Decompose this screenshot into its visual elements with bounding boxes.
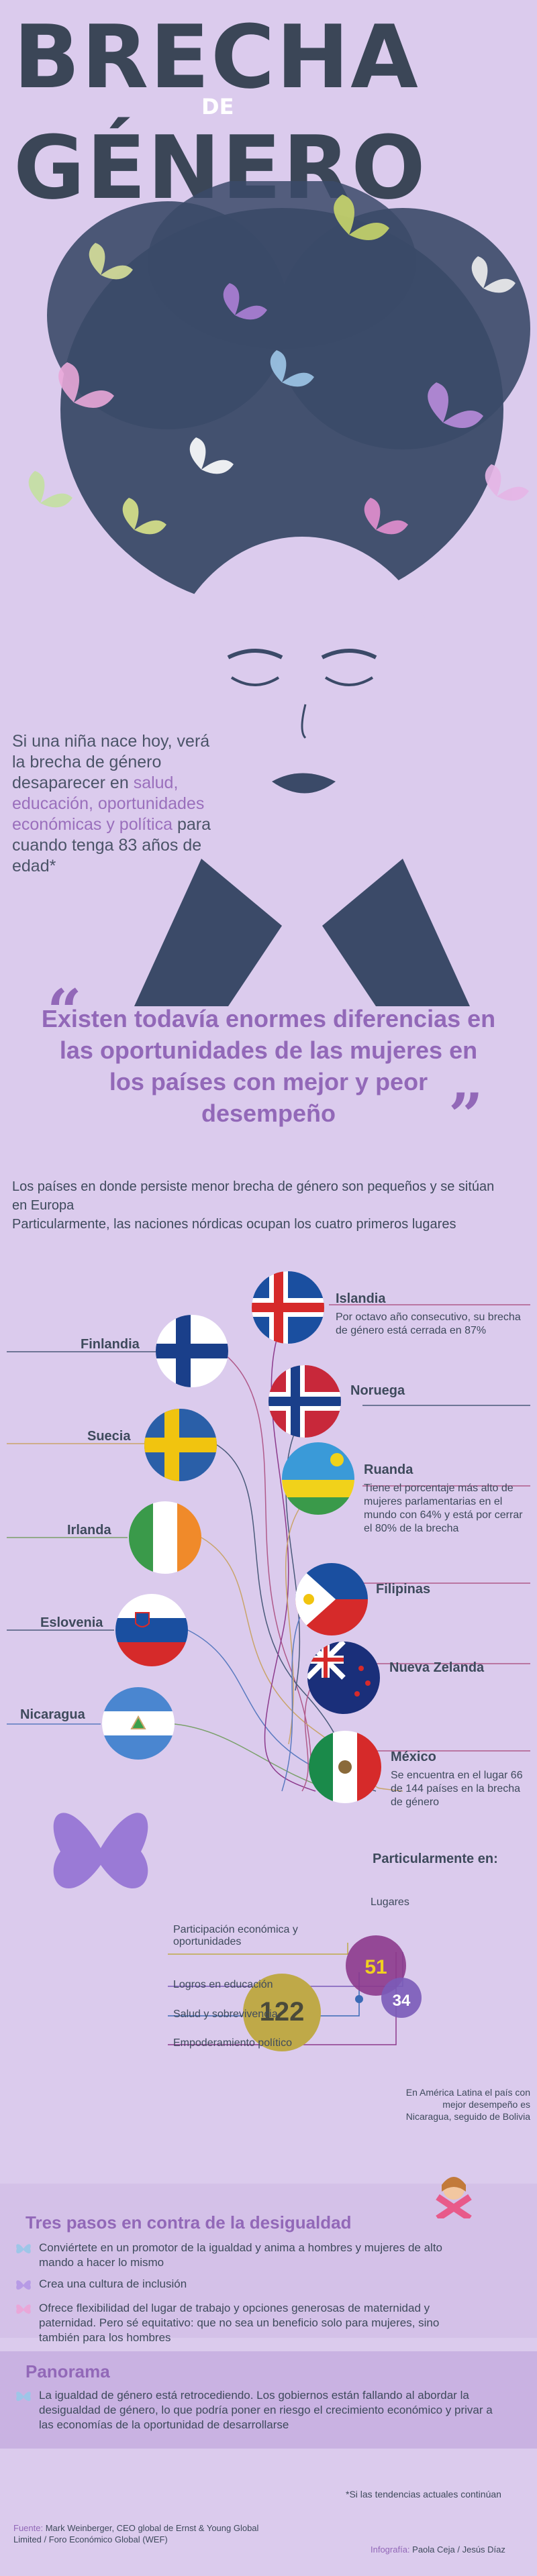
value-economic: 122 [260,1997,305,2027]
circle-education [381,1978,422,2018]
lugares-label: Lugares [371,1896,409,1908]
country-label-eslovenia: Eslovenia [40,1615,103,1630]
country-label-finlandia: Finlandia [81,1337,140,1352]
country-label-ruanda: Ruanda [364,1462,413,1477]
country-mexico: México Se encuentra en el lugar 66 de 14… [391,1750,525,1809]
footer-source-text: Mark Weinberger, CEO global de Ernst & Y… [13,2523,259,2544]
sweden-flag-icon [144,1409,217,1481]
country-label-filipinas: Filipinas [376,1582,431,1597]
footer-source: Fuente: Mark Weinberger, CEO global de E… [13,2522,262,2545]
category-economic: Participación económica y oportunidades [173,1924,298,1947]
title-de: DE [201,94,234,119]
butterfly-icon [53,1813,148,1889]
panorama-text: La igualdad de género está retrocediendo… [39,2389,493,2431]
intro-text: Si una niña nace hoy, verá la brecha de … [12,731,220,877]
mexico-flag-icon [309,1731,381,1803]
butterfly-bullet-icon [16,2304,31,2314]
panorama-section-bg [0,2351,537,2449]
new-zealand-flag-icon [307,1642,380,1714]
country-label-nicaragua: Nicaragua [20,1707,85,1722]
country-desc-mexico: Se encuentra en el lugar 66 de 144 paíse… [391,1770,523,1808]
butterfly-bullet-icon [16,2244,31,2254]
open-quote-icon: “ [47,976,82,1047]
slovenia-flag-icon [115,1594,188,1666]
philippines-flag-icon [295,1563,368,1635]
ireland-flag-icon [129,1501,201,1574]
footer-credit-text: Paola Ceja / Jesús Díaz [409,2544,505,2555]
close-quote-icon: ” [448,1080,483,1151]
category-health: Salud y sobrevivencia [173,2008,278,2020]
country-label-nueva-zelanda: Nueva Zelanda [389,1660,485,1675]
country-desc-islandia: Por octavo año consecutivo, su brecha de… [336,1311,521,1336]
paragraph-line2: Particularmente, las naciones nórdicas o… [12,1217,456,1232]
nicaragua-flag-icon [102,1687,175,1760]
footer-credit: Infografía: Paola Ceja / Jesús Díaz [371,2544,505,2555]
circle-economic [243,1974,321,2051]
country-islandia: Islandia Por octavo año consecutivo, su … [336,1291,524,1338]
value-political: 51 [364,1956,387,1978]
mexico-detail-heading: Particularmente en: [373,1851,498,1866]
rwanda-flag-icon [282,1442,354,1515]
country-desc-ruanda: Tiene el porcentaje más alto de mujeres … [364,1483,523,1534]
crossed-arms-woman-icon [436,2177,472,2218]
country-label-irlanda: Irlanda [67,1523,111,1538]
category-education: Logros en educación [173,1979,273,1990]
circle-health [355,1995,363,2003]
title-brecha: BRECHA [13,6,420,108]
country-label-noruega: Noruega [350,1383,405,1398]
latam-note: En América Latina el país con mejor dese… [405,2087,530,2122]
country-ruanda: Ruanda Tiene el porcentaje más alto de m… [364,1462,525,1536]
step-2: Crea una cultura de inclusión [39,2277,187,2290]
norway-flag-icon [268,1365,341,1438]
step-3: Ofrece flexibilidad del lugar de trabajo… [39,2302,440,2344]
butterfly-bullet-icon [16,2280,31,2290]
footer-source-label: Fuente: [13,2523,44,2533]
woman-butterfly-illustration [28,181,530,1006]
steps-heading: Tres pasos en contra de la desigualdad [26,2212,352,2233]
intro-highlight: salud, educación, oportunidades económic… [12,773,205,834]
country-label-islandia: Islandia [336,1291,386,1306]
country-label-suecia: Suecia [87,1429,131,1444]
panorama-heading: Panorama [26,2361,110,2381]
iceland-flag-icon [252,1271,324,1344]
step-1: Conviértete en un promotor de la igualda… [39,2241,443,2269]
value-education: 34 [393,1992,411,2010]
intro-part2: para cuando tenga 83 años de edad* [12,815,211,875]
category-political: Empoderamiento político [173,2037,292,2049]
intro-paragraph: Los países en donde persiste menor brech… [12,1177,509,1234]
butterfly-bullet-icon [16,2392,31,2402]
country-label-mexico: México [391,1750,436,1764]
footnote: *Si las tendencias actuales continúan [346,2489,501,2500]
paragraph-line1: Los países en donde persiste menor brech… [12,1179,495,1213]
intro-part1: Si una niña nace hoy, verá la brecha de … [12,732,210,792]
finland-flag-icon [156,1315,228,1387]
butterfly-decorations [28,195,529,535]
mexico-ranking-chart: 122 51 34 [168,1935,422,2051]
quote-text: Existen todavía enormes diferencias en l… [41,1005,496,1127]
footer-credit-label: Infografía: [371,2544,410,2555]
